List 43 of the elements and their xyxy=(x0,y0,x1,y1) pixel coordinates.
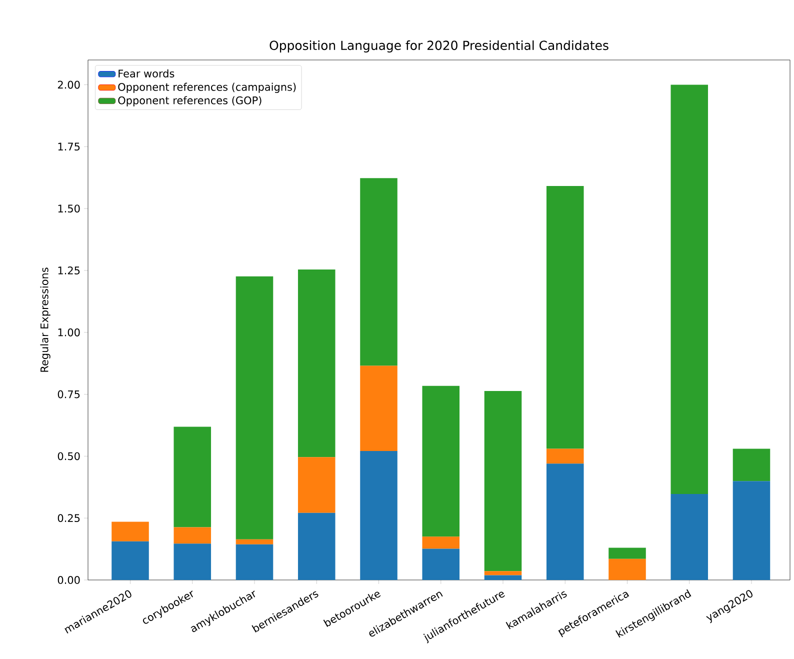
y-tick-label: 0.50 xyxy=(58,452,80,460)
bar xyxy=(546,464,584,580)
bar xyxy=(670,84,708,494)
bar xyxy=(422,536,460,549)
bar xyxy=(112,522,149,542)
bar xyxy=(732,481,770,580)
legend-label: Opponent references (campaigns) xyxy=(118,82,296,93)
bar xyxy=(484,575,522,580)
y-tick-label: 1.25 xyxy=(58,266,80,274)
y-tick-label: 1.75 xyxy=(58,142,80,151)
bar xyxy=(174,544,212,580)
bar xyxy=(608,548,646,559)
bar xyxy=(732,448,770,482)
bar xyxy=(422,386,460,537)
bar xyxy=(174,527,212,544)
bar xyxy=(236,276,274,540)
bar xyxy=(670,494,708,580)
bar xyxy=(236,544,274,580)
y-axis-title: Regular Expressions xyxy=(40,268,50,372)
bar xyxy=(484,571,522,576)
bar xyxy=(298,457,336,513)
bar xyxy=(236,539,274,544)
bar xyxy=(360,450,398,580)
bar xyxy=(112,541,149,580)
bar xyxy=(546,448,584,464)
bar xyxy=(422,548,460,580)
bar xyxy=(360,366,398,451)
y-tick-label: 0.75 xyxy=(58,390,80,398)
y-tick-label: 1.50 xyxy=(58,204,80,213)
legend-label: Opponent references (GOP) xyxy=(118,96,262,106)
bar xyxy=(360,178,398,366)
bar xyxy=(298,512,336,580)
y-tick-label: 0.00 xyxy=(58,576,80,584)
legend-label: Fear words xyxy=(118,69,174,78)
bar xyxy=(484,391,522,572)
bar xyxy=(298,269,336,458)
chart-title: Opposition Language for 2020 Presidential Candidates xyxy=(270,40,608,52)
bar xyxy=(546,186,584,449)
y-tick-label: 1.00 xyxy=(58,328,80,336)
bar xyxy=(174,426,212,528)
y-tick-label: 2.00 xyxy=(58,80,80,89)
y-tick-label: 0.25 xyxy=(58,514,80,522)
bar xyxy=(608,558,646,580)
